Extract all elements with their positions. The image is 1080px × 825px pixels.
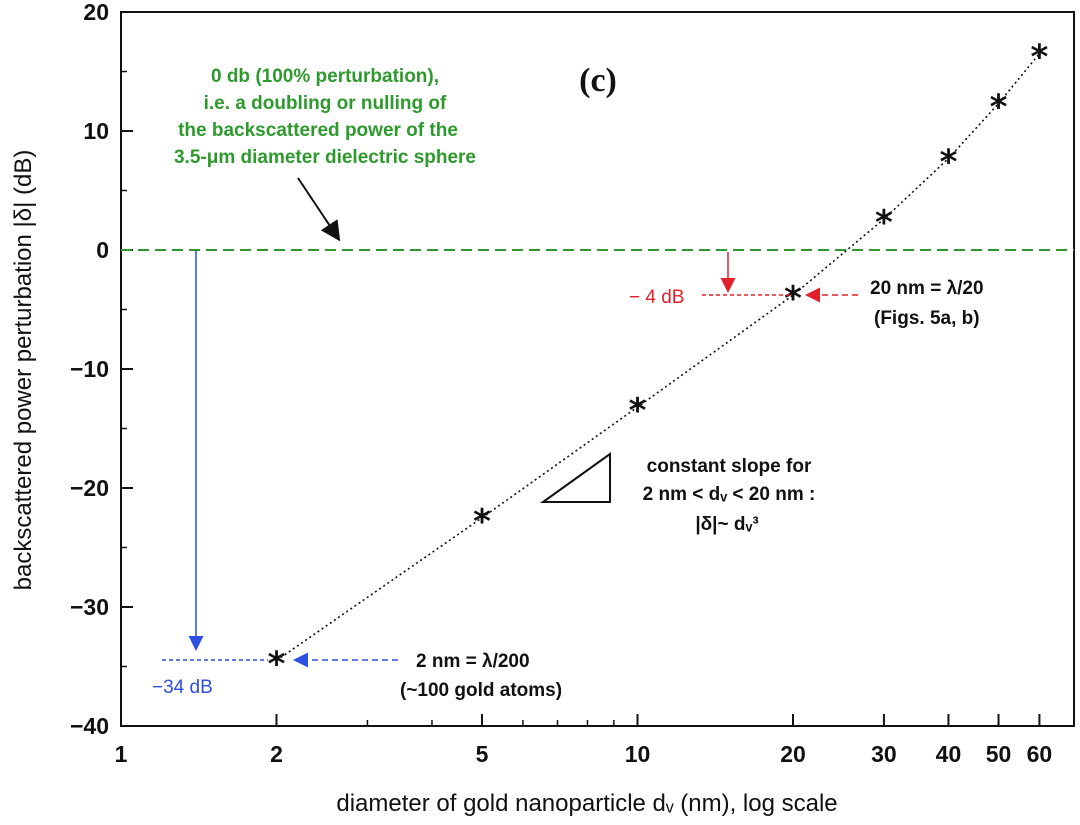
y-tick-label: −20: [70, 475, 109, 501]
minus-4-db-annotation: − 4 dB: [629, 252, 858, 308]
series-dotted-line: [276, 53, 1041, 662]
x-axis-title: diameter of gold nanoparticle dᵥ (nm), l…: [336, 790, 837, 817]
y-tick-label: 20: [83, 0, 109, 25]
x-tick-label: 40: [936, 741, 962, 767]
x-tick-label: 20: [780, 741, 806, 767]
x-tick-label: 1: [115, 741, 128, 767]
y-tick-label: −10: [70, 356, 109, 382]
data-point-marker: *: [629, 391, 647, 431]
data-point-marker: *: [1031, 38, 1049, 78]
data-point-marker: *: [875, 203, 893, 243]
zero-db-annotation: 0 db (100% perturbation), i.e. a doublin…: [174, 66, 476, 242]
minus-34-db-annotation: −34 dB: [152, 250, 398, 698]
zero-db-text-line-3: the backscattered power of the: [178, 120, 458, 141]
x-tick-label: 50: [986, 741, 1012, 767]
y-tick-label: 0: [96, 237, 109, 263]
data-point-marker: *: [473, 502, 491, 542]
x-tick-label: 5: [476, 741, 489, 767]
y-tick-label: 10: [83, 118, 109, 144]
data-point-marker: *: [940, 142, 958, 182]
zero-db-text-line-1: 0 db (100% perturbation),: [211, 66, 439, 87]
zero-db-arrow: [297, 177, 341, 242]
nm2-label-line-2: (~100 gold atoms): [400, 680, 562, 701]
x-tick-label: 2: [270, 741, 283, 767]
y-tick-label: −40: [70, 713, 109, 739]
x-tick-label: 10: [625, 741, 651, 767]
x-tick-label: 30: [871, 741, 897, 767]
nm2-label-line-1: 2 nm = λ/200: [416, 651, 530, 672]
y-tick-label: −30: [70, 594, 109, 620]
data-point-marker: *: [990, 88, 1008, 128]
zero-db-text-line-2: i.e. a doubling or nulling of: [204, 93, 447, 114]
x-tick-label: 60: [1027, 741, 1053, 767]
y-axis-title: backscattered power perturbation |δ| (dB…: [10, 150, 37, 591]
minus-4-db-label: − 4 dB: [629, 287, 684, 308]
zero-db-text-line-4: 3.5-μm diameter dielectric sphere: [174, 147, 476, 168]
data-point-marker: *: [268, 645, 286, 685]
x-axis-ticks: 1 2 5 10 20 30 40 50 60: [115, 714, 1053, 767]
y-axis-ticks: 20 10 0 −10 −20 −30 −40: [70, 0, 133, 739]
slope-triangle: [539, 452, 611, 503]
data-point-marker: *: [784, 279, 802, 319]
nm20-label-line-2: (Figs. 5a, b): [874, 308, 980, 329]
panel-label: (c): [579, 62, 617, 99]
minus-34-db-label: −34 dB: [152, 677, 213, 698]
slope-label-line-3: |δ|~ dᵥ³: [695, 514, 758, 535]
nm20-label-line-1: 20 nm = λ/20: [870, 278, 984, 299]
data-markers: * * * * * * * *: [268, 38, 1049, 685]
slope-label-line-1: constant slope for: [647, 456, 812, 477]
slope-label-line-2: 2 nm < dᵥ < 20 nm :: [643, 484, 816, 505]
